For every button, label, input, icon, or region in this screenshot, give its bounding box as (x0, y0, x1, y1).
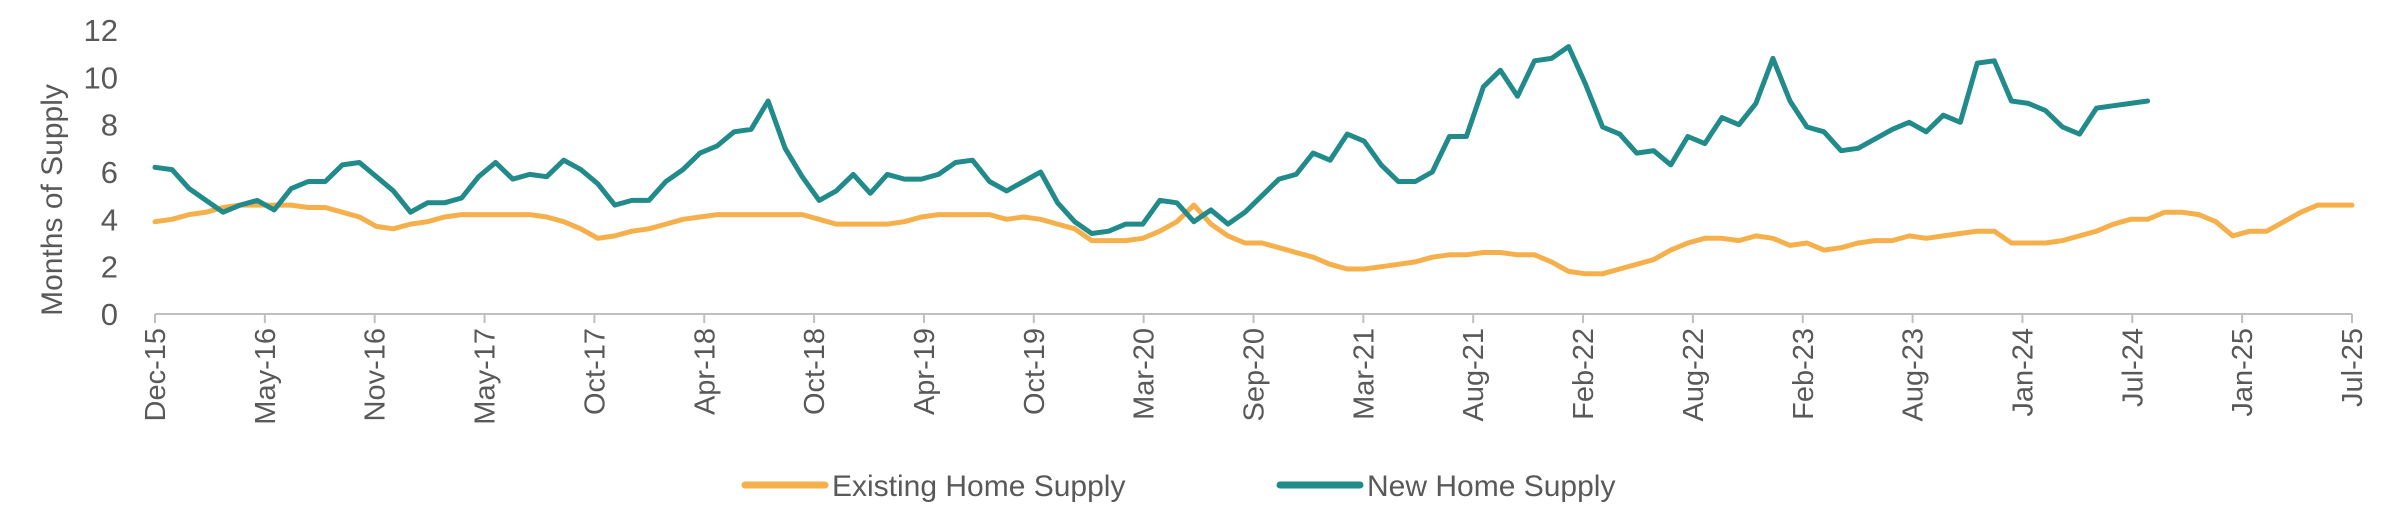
x-tick-label: Jan-25 (2227, 328, 2259, 417)
y-tick-label: 12 (84, 13, 118, 48)
x-tick-label: Jul-24 (2117, 328, 2149, 407)
y-tick-label: 8 (101, 108, 118, 143)
x-axis-ticks: Dec-15 May-16 Nov-16 May-17 Oct-17 Apr-18 Oct-… (140, 314, 2369, 425)
y-tick-label: 0 (101, 297, 118, 332)
y-tick-label: 2 (101, 250, 118, 285)
x-tick-label: Apr-18 (689, 328, 721, 415)
x-tick-label: Nov-16 (360, 328, 392, 422)
x-tick-label: Mar-21 (1348, 328, 1380, 420)
y-tick-label: 6 (101, 155, 118, 190)
legend: Existing Home Supply New Home Supply (741, 470, 1615, 503)
x-tick-label: Jul-25 (2337, 328, 2369, 407)
y-axis-ticks: 0 2 4 6 8 10 12 (84, 13, 118, 332)
x-tick-label: Aug-23 (1898, 328, 1930, 422)
x-tick-label: Sep-20 (1239, 328, 1271, 422)
y-axis-label: Months of Supply (36, 84, 69, 316)
x-tick-label: Oct-19 (1019, 328, 1051, 415)
x-tick-label: May-16 (250, 328, 282, 425)
x-tick-label: Feb-22 (1568, 328, 1600, 420)
series-lines (152, 44, 2355, 277)
series-line-existing-home-supply (152, 202, 2355, 277)
x-tick-label: Aug-21 (1458, 328, 1490, 422)
x-tick-label: Jan-24 (2007, 328, 2039, 417)
y-tick-label: 4 (101, 202, 118, 237)
x-tick-label: Mar-20 (1129, 328, 1161, 420)
x-tick-label: Dec-15 (140, 328, 172, 422)
legend-label: New Home Supply (1367, 470, 1615, 503)
series-line-new-home-supply (152, 44, 2151, 236)
legend-label: Existing Home Supply (832, 470, 1125, 503)
x-tick-label: Aug-22 (1678, 328, 1710, 422)
x-tick-label: Oct-17 (579, 328, 611, 415)
y-tick-label: 10 (84, 60, 118, 95)
x-tick-label: Feb-23 (1788, 328, 1820, 420)
x-tick-label: Apr-19 (909, 328, 941, 415)
x-tick-label: Oct-18 (799, 328, 831, 415)
x-tick-label: May-17 (470, 328, 502, 425)
